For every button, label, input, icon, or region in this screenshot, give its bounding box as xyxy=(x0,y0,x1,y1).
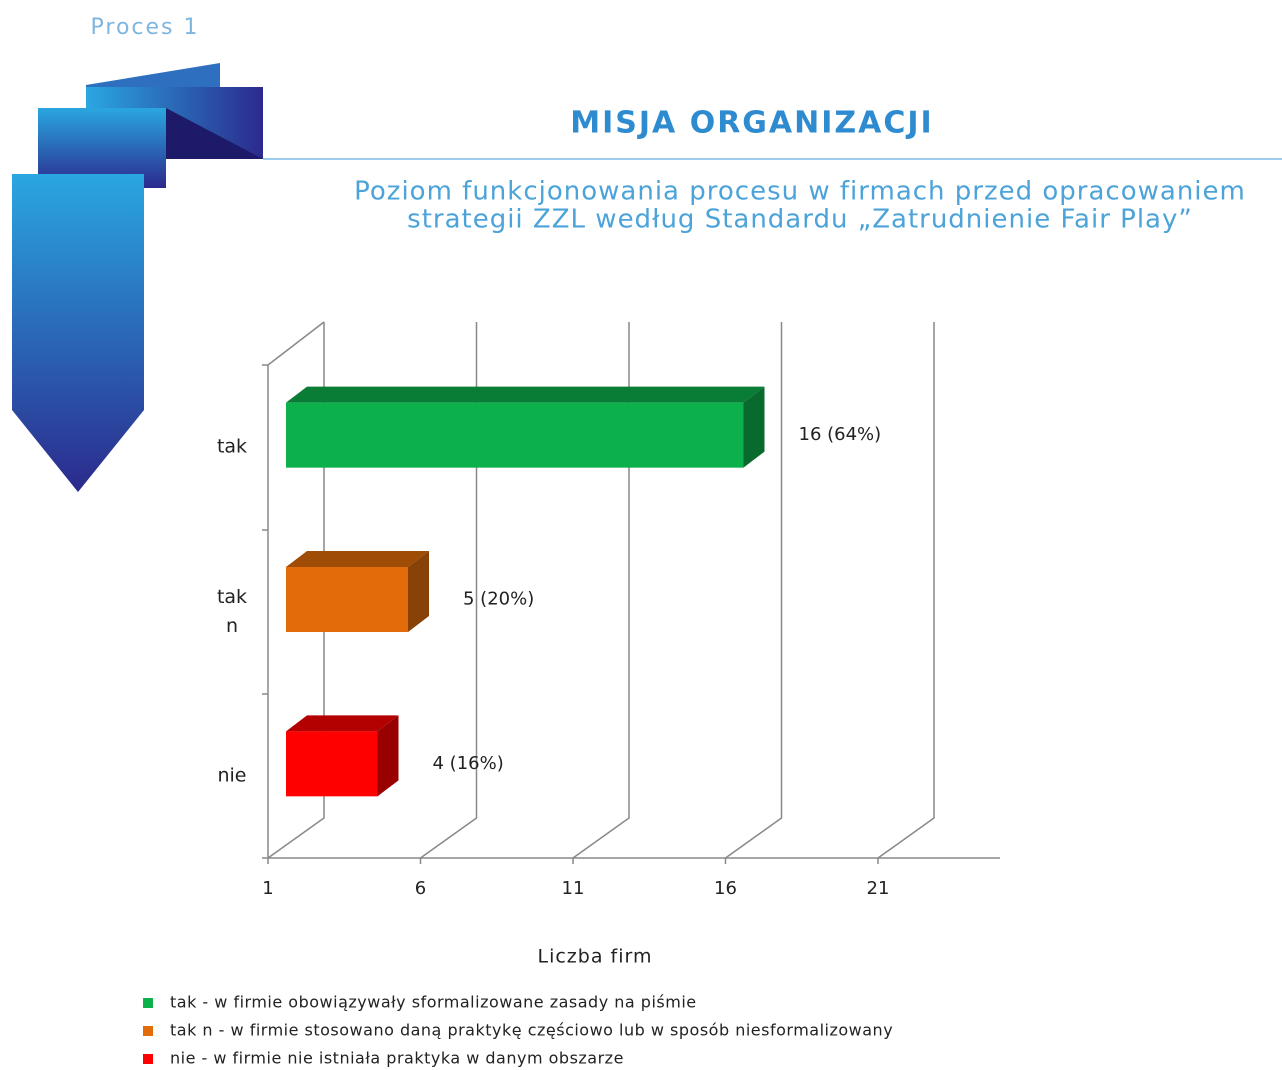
page: Proces 1 MISJA ORGANIZACJI Poziom funkcj… xyxy=(0,0,1282,1070)
x-tick-label: 21 xyxy=(867,878,890,899)
bar-top xyxy=(286,387,765,403)
chart-title: strategii ZZL według Standardu „Zatrudni… xyxy=(407,205,1193,235)
chart-title: Poziom funkcjonowania procesu w firmach … xyxy=(354,177,1246,207)
legend-swatch xyxy=(143,998,153,1008)
chart: Proces 1 MISJA ORGANIZACJI Poziom funkcj… xyxy=(0,0,1282,1070)
value-label: 16 (64%) xyxy=(799,424,882,445)
legend-swatch xyxy=(143,1026,153,1036)
legend-label: tak n - w firmie stosowano daną praktykę… xyxy=(170,1021,893,1040)
y-tick-label: tak n xyxy=(212,583,252,641)
legend-swatch xyxy=(143,1054,153,1064)
grid-line xyxy=(878,322,934,858)
legend-label: tak - w firmie obowiązywały sformalizowa… xyxy=(170,993,697,1012)
bar xyxy=(286,403,744,468)
value-label: 5 (20%) xyxy=(463,589,534,610)
x-tick-label: 1 xyxy=(262,878,273,899)
bar-top xyxy=(286,551,429,567)
value-label: 4 (16%) xyxy=(433,753,504,774)
y-tick-label: nie xyxy=(212,761,252,790)
x-tick-label: 16 xyxy=(714,878,737,899)
x-tick-label: 11 xyxy=(562,878,585,899)
bar xyxy=(286,567,408,632)
y-tick-label: tak xyxy=(212,433,252,462)
bar xyxy=(286,731,378,796)
legend-label: nie - w firmie nie istniała praktyka w d… xyxy=(170,1049,624,1068)
page-title: MISJA ORGANIZACJI xyxy=(570,106,933,141)
x-axis-label: Liczba firm xyxy=(538,946,653,968)
x-tick-label: 6 xyxy=(415,878,426,899)
section-label: Proces 1 xyxy=(91,15,200,40)
